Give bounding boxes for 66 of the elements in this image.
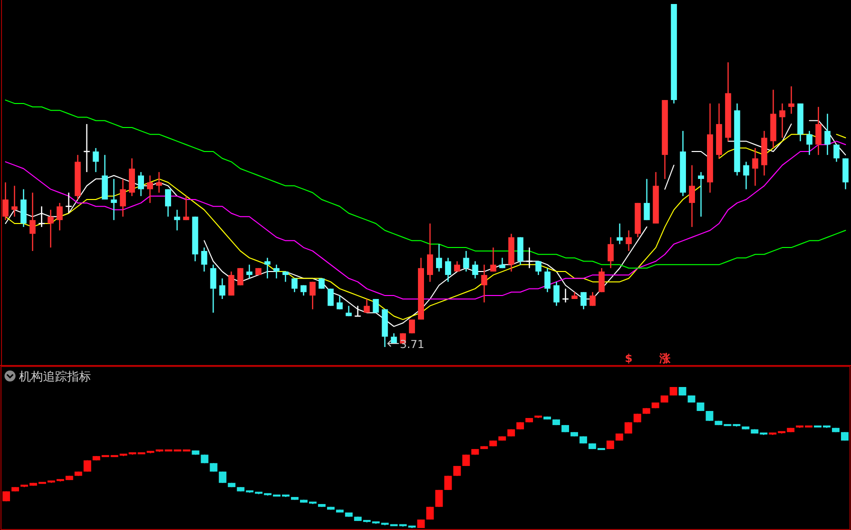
candlestick [246,264,252,279]
candlestick [228,270,234,296]
candlestick [336,294,343,310]
candlestick [445,257,452,282]
candlestick [698,171,704,218]
candlestick [815,106,822,156]
candlestick [743,161,750,190]
candlestick [806,130,812,156]
candlestick [156,171,162,194]
candlestick [354,305,361,317]
chart-title: 机构追踪指标 [19,370,91,384]
candlestick [408,318,415,334]
candlestick [56,202,63,231]
candlestick [426,222,434,282]
candlestick [833,144,840,162]
candlestick [444,475,452,491]
candlestick [92,147,99,173]
candlestick [138,171,144,197]
candlestick [183,195,190,221]
candlestick [110,178,117,221]
candlestick [174,209,180,231]
candlestick [282,270,289,282]
candlestick [435,489,443,508]
candlestick [490,246,496,272]
candlestick [436,244,442,272]
candlestick [120,178,126,218]
candlestick [364,298,370,314]
candlestick [462,454,470,467]
candlestick [201,246,208,272]
candlestick [310,281,316,310]
candlestick [824,113,830,156]
candlestick [526,246,532,269]
annotation: 3.71 [400,338,424,351]
candlestick [237,268,244,286]
candlestick [292,278,298,293]
text: 涨 [658,352,672,365]
candlestick [30,192,36,252]
candlestick [165,188,172,218]
candlestick [598,268,605,293]
candlestick [535,260,542,276]
candlestick [544,268,550,293]
candlestick [84,123,90,173]
candlestick [218,471,226,484]
candlestick [553,281,560,306]
text: $ [624,352,633,365]
candlestick [328,288,334,306]
candlestick [11,185,18,218]
candlestick [273,264,280,279]
candlestick [481,264,488,304]
candlestick [688,164,695,228]
candlestick [788,86,794,114]
candlestick [472,260,478,279]
candlestick [463,250,470,272]
candlestick [210,264,216,314]
candlestick [626,230,632,252]
candlestick [644,178,650,221]
candlestick [608,236,614,269]
candlestick [580,292,587,310]
candlestick [616,222,623,245]
candlestick [752,147,758,186]
candlestick [219,278,226,300]
candlestick [779,102,786,138]
candlestick [590,292,596,306]
candlestick [48,209,54,248]
candlestick [2,182,8,221]
candlestick [146,174,154,204]
